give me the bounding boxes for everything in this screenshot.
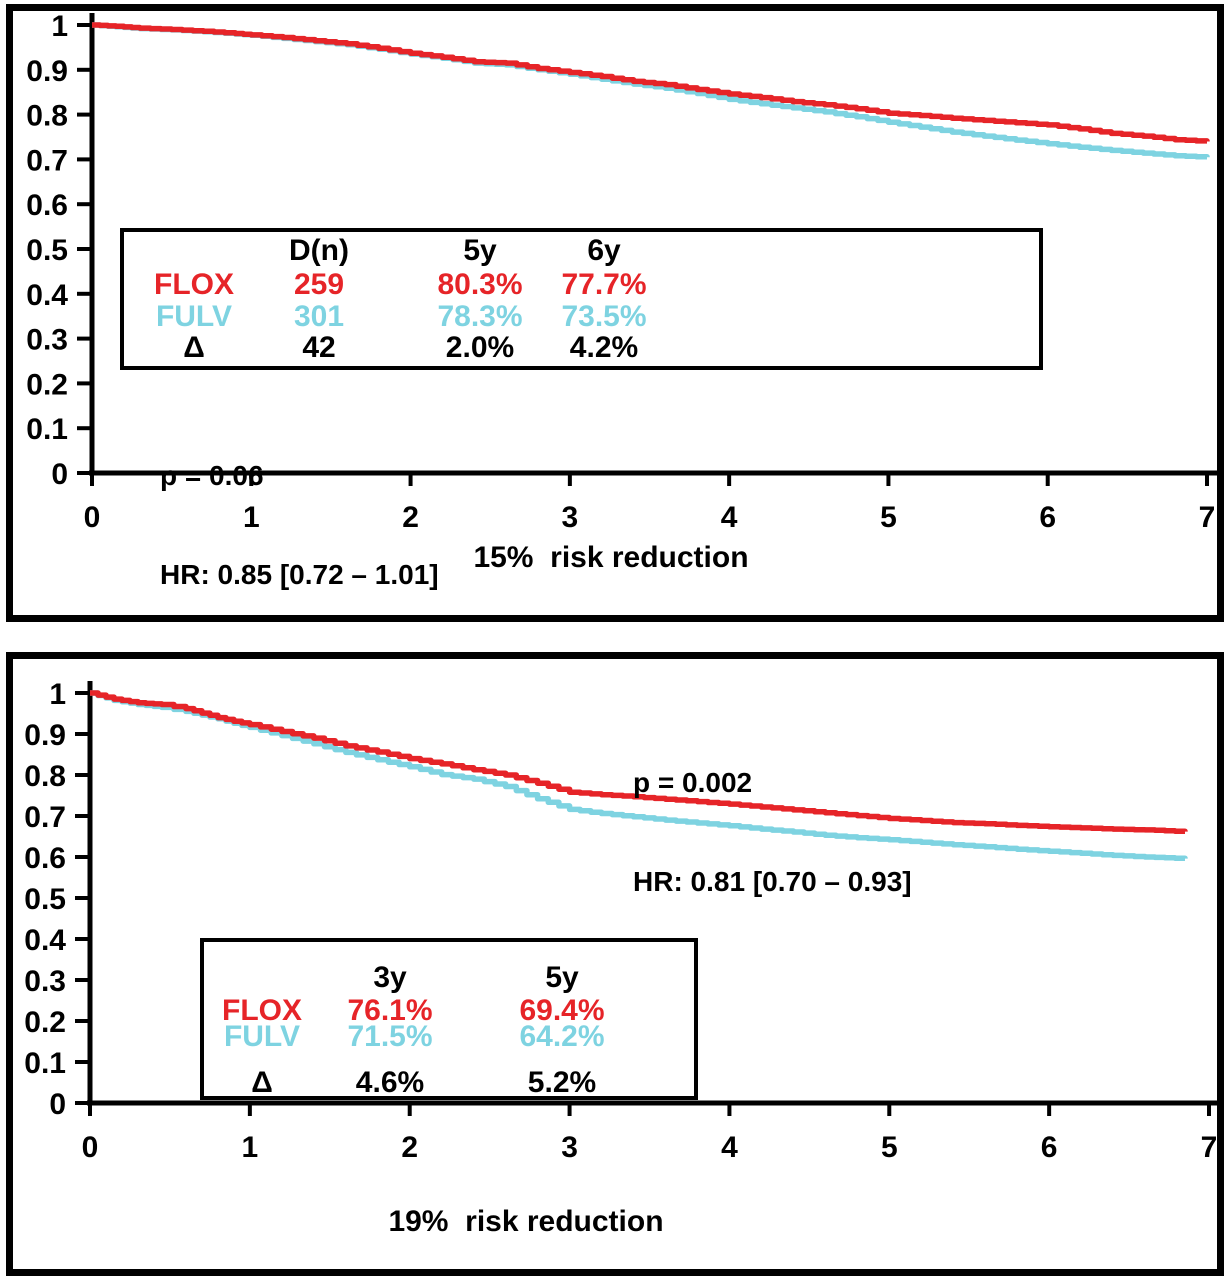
inset-row-fulv: FULV 71.5% 64.2% xyxy=(204,1022,694,1052)
flox-dn: 259 xyxy=(293,268,345,301)
y-tick-label: 0.9 xyxy=(26,55,68,88)
x-axis-label-top: 15% risk reduction xyxy=(473,541,749,574)
x-tick-label: 4 xyxy=(721,1131,738,1164)
col-header-6y: 6y xyxy=(587,234,621,267)
delta-5y: 5.2% xyxy=(527,1066,597,1099)
y-tick-label: 0.4 xyxy=(24,924,66,957)
panel-top-chart: 1 0.9 0.8 0.7 0.6 0.5 0.4 0.3 0.2 0.1 0 0 1 2 3 4 5 6 7 D(… xyxy=(6,4,1224,622)
p-value-bottom: p = 0.002 xyxy=(633,767,753,798)
inset-row-flox: FLOX 259 80.3% 77.7% xyxy=(124,270,1039,300)
y-tick-label: 0.3 xyxy=(24,965,66,998)
km-chart-top: 1 0.9 0.8 0.7 0.6 0.5 0.4 0.3 0.2 0.1 00 1 2 3 4 5 6 7 xyxy=(26,11,1217,534)
y-tick-label: 0.1 xyxy=(26,413,68,446)
series-label-fulv: FULV xyxy=(223,1020,301,1053)
inset-table-top: D(n) 5y 6y FLOX 259 80.3% 77.7% FULV 301… xyxy=(120,228,1043,370)
x-tick-label: 1 xyxy=(243,501,260,534)
col-header-3y: 3y xyxy=(373,961,407,994)
x-tick-label: 0 xyxy=(84,501,101,534)
flox-5y: 80.3% xyxy=(437,268,523,301)
x-axis-label-bottom: 19% risk reduction xyxy=(388,1205,664,1238)
inset-header-row: 3y 5y xyxy=(204,963,694,993)
stats-annotation-bottom: p = 0.002 HR: 0.81 [0.70 – 0.93] xyxy=(633,700,912,964)
fulv-3y: 71.5% xyxy=(347,1020,433,1053)
inset-row-delta: Δ 4.6% 5.2% xyxy=(204,1068,694,1098)
stats-annotation-top: p = 0.06 HR: 0.85 [0.72 – 1.01] xyxy=(160,393,439,657)
delta-6y: 4.2% xyxy=(569,331,639,364)
curve-flox xyxy=(90,690,1188,834)
x-tick-label: 6 xyxy=(1041,1131,1058,1164)
y-tick-label: 0.8 xyxy=(26,100,68,133)
flox-3y: 76.1% xyxy=(347,994,433,1027)
col-header-5y: 5y xyxy=(463,234,497,267)
y-tick-label: 0 xyxy=(51,458,68,491)
x-tick-label: 2 xyxy=(402,501,419,534)
x-tick-label: 6 xyxy=(1039,501,1056,534)
x-tick-label: 2 xyxy=(401,1131,418,1164)
y-tick-label: 0.3 xyxy=(26,324,68,357)
fulv-6y: 73.5% xyxy=(561,300,647,333)
hazard-ratio-bottom: HR: 0.81 [0.70 – 0.93] xyxy=(633,866,912,897)
y-tick-label: 0.5 xyxy=(26,234,68,267)
x-tick-label: 4 xyxy=(721,501,738,534)
x-tick-label: 5 xyxy=(881,1131,898,1164)
p-value-top: p = 0.06 xyxy=(160,460,264,491)
col-header-5y: 5y xyxy=(545,961,579,994)
x-tick-label: 7 xyxy=(1201,1131,1217,1164)
series-label-flox: FLOX xyxy=(154,268,234,301)
y-tick-label: 0.5 xyxy=(24,883,66,916)
y-tick-label: 0.6 xyxy=(24,842,66,875)
col-header-dn: D(n) xyxy=(289,234,349,267)
y-tick-label: 0.4 xyxy=(26,279,68,312)
inset-table-bottom: 3y 5y FLOX 76.1% 69.4% FULV 71.5% 64.2% … xyxy=(200,938,698,1100)
inset-row-fulv: FULV 301 78.3% 73.5% xyxy=(124,302,1039,332)
km-chart-bottom: 1 0.9 0.8 0.7 0.6 0.5 0.4 0.3 0.2 0.1 00 1 2 3 4 5 6 7 xyxy=(24,678,1217,1164)
y-tick-label: 1 xyxy=(51,11,68,43)
delta-dn: 42 xyxy=(302,331,336,364)
y-tick-label: 0.8 xyxy=(24,760,66,793)
delta-symbol: Δ xyxy=(183,331,205,364)
x-tick-label: 3 xyxy=(561,1131,578,1164)
series-label-flox: FLOX xyxy=(222,994,302,1027)
curve-fulv xyxy=(92,22,1210,160)
panel-bottom-chart: 1 0.9 0.8 0.7 0.6 0.5 0.4 0.3 0.2 0.1 0 0 1 2 3 4 5 6 7 3y… xyxy=(6,652,1224,1276)
fulv-dn: 301 xyxy=(293,300,345,333)
x-tick-label: 1 xyxy=(242,1131,259,1164)
hazard-ratio-top: HR: 0.85 [0.72 – 1.01] xyxy=(160,559,439,590)
y-tick-label: 0.7 xyxy=(24,801,66,834)
inset-header-row: D(n) 5y 6y xyxy=(124,236,1039,266)
y-tick-label: 0.2 xyxy=(26,368,68,401)
y-tick-label: 0.9 xyxy=(24,719,66,752)
inset-row-flox: FLOX 76.1% 69.4% xyxy=(204,996,694,1026)
x-tick-label: 3 xyxy=(562,501,579,534)
flox-5y: 69.4% xyxy=(519,994,605,1027)
y-tick-label: 0.2 xyxy=(24,1006,66,1039)
inset-row-delta: Δ 42 2.0% 4.2% xyxy=(124,333,1039,363)
fulv-5y: 78.3% xyxy=(437,300,523,333)
y-tick-label: 0.7 xyxy=(26,144,68,177)
delta-3y: 4.6% xyxy=(355,1066,425,1099)
x-tick-label: 5 xyxy=(880,501,897,534)
series-label-fulv: FULV xyxy=(155,300,233,333)
y-tick-label: 0.1 xyxy=(24,1047,66,1080)
fulv-5y: 64.2% xyxy=(519,1020,605,1053)
delta-5y: 2.0% xyxy=(445,331,515,364)
flox-6y: 77.7% xyxy=(561,268,647,301)
y-tick-label: 0.6 xyxy=(26,189,68,222)
x-tick-label: 0 xyxy=(82,1131,99,1164)
x-tick-label: 7 xyxy=(1199,501,1216,534)
y-tick-label: 0 xyxy=(49,1088,66,1121)
y-tick-label: 1 xyxy=(49,678,66,711)
delta-symbol: Δ xyxy=(251,1066,273,1099)
curve-flox xyxy=(92,22,1210,144)
